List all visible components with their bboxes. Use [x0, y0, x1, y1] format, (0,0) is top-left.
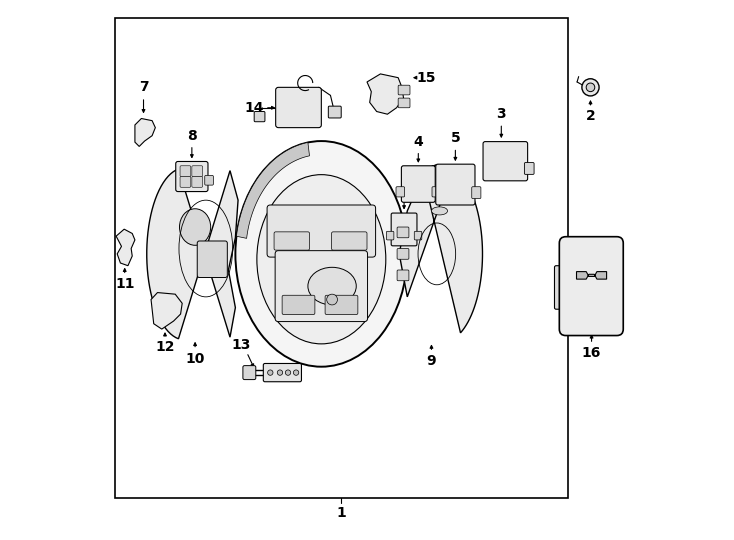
- FancyBboxPatch shape: [328, 106, 341, 118]
- FancyBboxPatch shape: [398, 98, 410, 108]
- Text: 2: 2: [586, 109, 595, 123]
- Circle shape: [268, 370, 273, 375]
- Circle shape: [586, 83, 595, 92]
- FancyBboxPatch shape: [401, 166, 435, 202]
- FancyBboxPatch shape: [436, 164, 475, 205]
- Circle shape: [327, 294, 338, 305]
- FancyBboxPatch shape: [205, 176, 214, 185]
- Text: 3: 3: [496, 107, 506, 121]
- Polygon shape: [399, 165, 482, 333]
- Ellipse shape: [257, 174, 386, 344]
- FancyBboxPatch shape: [175, 161, 208, 192]
- Text: 1: 1: [336, 506, 346, 520]
- Text: 6: 6: [399, 181, 409, 195]
- FancyBboxPatch shape: [276, 87, 321, 127]
- Polygon shape: [236, 143, 310, 238]
- FancyBboxPatch shape: [472, 187, 481, 199]
- FancyBboxPatch shape: [398, 85, 410, 95]
- Polygon shape: [367, 74, 404, 114]
- FancyBboxPatch shape: [332, 232, 367, 250]
- Ellipse shape: [236, 141, 407, 367]
- FancyBboxPatch shape: [397, 227, 409, 238]
- Text: 5: 5: [451, 131, 460, 145]
- FancyBboxPatch shape: [432, 187, 440, 197]
- Circle shape: [277, 370, 283, 375]
- FancyBboxPatch shape: [325, 295, 358, 315]
- FancyBboxPatch shape: [396, 187, 404, 197]
- Polygon shape: [135, 118, 156, 146]
- Ellipse shape: [180, 209, 211, 245]
- FancyBboxPatch shape: [414, 231, 422, 240]
- FancyBboxPatch shape: [254, 112, 265, 122]
- Text: 7: 7: [139, 80, 148, 94]
- FancyBboxPatch shape: [524, 163, 534, 174]
- FancyBboxPatch shape: [275, 251, 368, 322]
- FancyBboxPatch shape: [180, 166, 191, 177]
- Text: 15: 15: [416, 71, 436, 85]
- Text: 12: 12: [156, 340, 175, 354]
- FancyBboxPatch shape: [192, 166, 203, 177]
- FancyBboxPatch shape: [192, 177, 203, 187]
- FancyBboxPatch shape: [397, 248, 409, 259]
- Text: 13: 13: [231, 338, 250, 352]
- FancyBboxPatch shape: [282, 295, 315, 315]
- FancyBboxPatch shape: [397, 270, 409, 281]
- Text: 14: 14: [244, 101, 264, 115]
- Circle shape: [286, 370, 291, 375]
- FancyBboxPatch shape: [197, 241, 228, 278]
- Polygon shape: [151, 293, 182, 329]
- FancyBboxPatch shape: [267, 205, 376, 257]
- Polygon shape: [147, 169, 238, 339]
- FancyBboxPatch shape: [559, 237, 623, 335]
- Text: 8: 8: [187, 129, 197, 143]
- FancyBboxPatch shape: [264, 363, 302, 382]
- Ellipse shape: [432, 207, 448, 215]
- Text: 4: 4: [413, 135, 424, 149]
- Bar: [115, 17, 568, 498]
- FancyBboxPatch shape: [391, 213, 417, 246]
- Circle shape: [582, 79, 599, 96]
- Text: 10: 10: [186, 352, 205, 366]
- Text: 9: 9: [426, 354, 436, 368]
- FancyBboxPatch shape: [274, 232, 310, 250]
- FancyBboxPatch shape: [180, 177, 191, 187]
- Ellipse shape: [308, 267, 356, 305]
- Text: 16: 16: [582, 346, 601, 360]
- Polygon shape: [116, 229, 135, 266]
- Circle shape: [294, 370, 299, 375]
- FancyBboxPatch shape: [483, 141, 528, 181]
- FancyBboxPatch shape: [243, 366, 255, 380]
- Text: 11: 11: [115, 277, 134, 291]
- FancyBboxPatch shape: [386, 231, 394, 240]
- Polygon shape: [576, 272, 606, 279]
- FancyBboxPatch shape: [554, 266, 568, 309]
